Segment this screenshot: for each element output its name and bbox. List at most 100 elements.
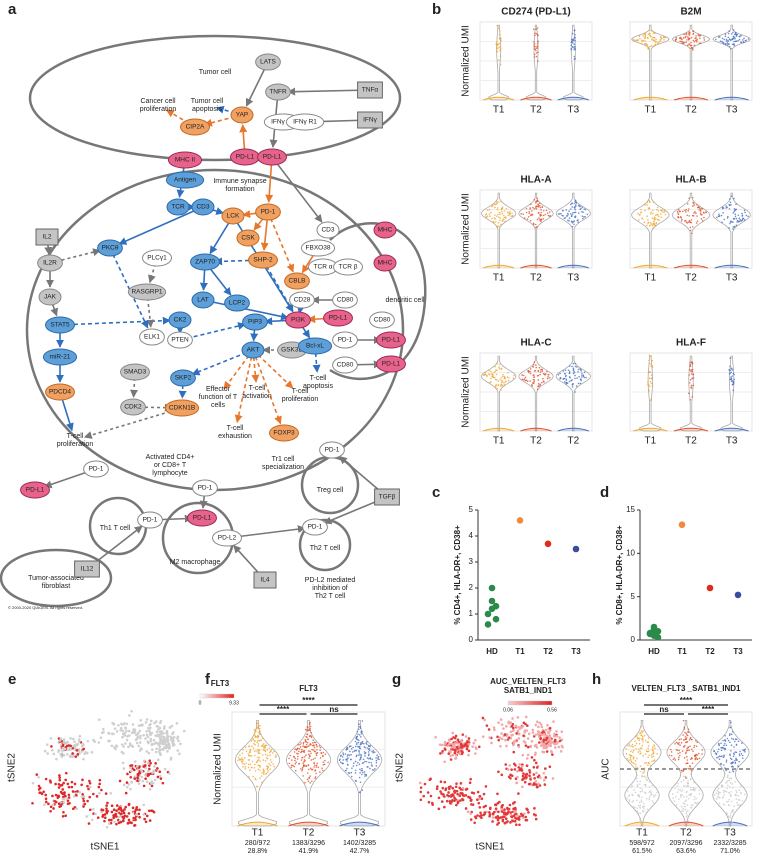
- cell-dot: [536, 785, 539, 789]
- cell-dot: [122, 752, 125, 755]
- cell-dot: [681, 218, 683, 221]
- cell-dot: [526, 745, 530, 749]
- pathway-node-label: PD-1: [325, 447, 340, 454]
- cell-dot: [676, 742, 679, 745]
- pathway-label: Treg cell: [317, 487, 344, 494]
- cell-dot: [299, 743, 301, 746]
- cell-dot: [307, 729, 310, 732]
- cell-dot: [307, 726, 309, 729]
- cell-dot: [675, 741, 678, 744]
- cell-dot: [267, 766, 269, 769]
- cell-dot: [630, 754, 632, 757]
- cell-dot: [372, 750, 375, 752]
- cell-dot: [493, 371, 495, 374]
- cell-dot: [673, 800, 676, 802]
- cell-dot: [297, 755, 299, 758]
- cell-dot: [680, 780, 682, 783]
- cell-dot: [304, 781, 306, 784]
- cell-dot: [533, 380, 536, 383]
- cell-dot: [511, 212, 513, 215]
- cell-dot: [490, 370, 492, 373]
- cell-dot: [728, 198, 731, 200]
- cell-dot: [67, 785, 71, 789]
- cell-dot: [493, 803, 497, 807]
- cell-dot: [149, 726, 152, 730]
- cell-dot: [87, 822, 91, 825]
- cell-dot: [638, 739, 641, 742]
- cell-dot: [154, 750, 158, 754]
- cell-dot: [699, 34, 702, 36]
- cell-dot: [520, 726, 524, 729]
- cell-dot: [687, 731, 690, 733]
- cell-dot: [698, 34, 700, 37]
- cell-dot: [500, 737, 504, 741]
- cell-dot: [176, 749, 180, 752]
- cell-dot: [636, 785, 639, 788]
- data-point: [488, 597, 496, 605]
- pathway-node: [302, 518, 328, 536]
- cell-dot: [720, 742, 722, 744]
- cell-dot: [737, 764, 740, 766]
- cell-dot: [500, 200, 502, 203]
- cell-dot: [303, 746, 306, 748]
- cell-dot: [145, 780, 149, 784]
- pathway-node: [83, 460, 109, 478]
- pathway-node-label: SHP-2: [253, 257, 273, 264]
- percent-label: 41.9%: [299, 848, 319, 855]
- cell-dot: [240, 761, 243, 763]
- cell-dot: [651, 760, 653, 763]
- cell-dot: [53, 799, 56, 803]
- cell-dot: [163, 725, 166, 728]
- x-tick-label: T3: [354, 828, 366, 839]
- cell-dot: [642, 754, 645, 757]
- cell-dot: [733, 43, 735, 45]
- cell-dot: [341, 756, 344, 758]
- cell-dot: [644, 37, 647, 39]
- cell-dot: [745, 214, 748, 217]
- cell-dot: [307, 753, 310, 756]
- cell-dot: [291, 759, 293, 761]
- cell-dot: [514, 777, 518, 781]
- cell-dot: [540, 723, 543, 726]
- cell-dot: [686, 762, 689, 764]
- cell-dot: [691, 205, 694, 207]
- cell-dot: [137, 782, 141, 785]
- cell-dot: [504, 817, 508, 820]
- cell-dot: [125, 738, 129, 742]
- cell-dot: [483, 373, 485, 376]
- cell-dot: [488, 814, 491, 818]
- cell-dot: [693, 796, 696, 798]
- cell-dot: [257, 768, 259, 771]
- cell-dot: [733, 746, 735, 748]
- cell-dot: [355, 749, 358, 752]
- cell-dot: [690, 758, 692, 761]
- x-tick-label: T2: [705, 647, 715, 656]
- cell-dot: [64, 771, 68, 775]
- cell-dot: [693, 204, 696, 206]
- cell-dot: [137, 772, 141, 775]
- cell-dot: [721, 40, 723, 43]
- cell-dot: [572, 362, 575, 365]
- cell-dot: [366, 743, 368, 746]
- cell-dot: [310, 768, 313, 771]
- cell-dot: [686, 776, 688, 779]
- cell-dot: [574, 362, 577, 365]
- cell-dot: [730, 376, 732, 378]
- cell-dot: [491, 820, 494, 823]
- cell-dot: [469, 818, 473, 821]
- cell-dot: [732, 226, 735, 228]
- cell-dot: [261, 772, 263, 774]
- cell-dot: [505, 744, 508, 748]
- cell-dot: [132, 728, 135, 731]
- cell-dot: [496, 47, 498, 49]
- cell-dot: [688, 812, 691, 815]
- cell-dot: [252, 775, 254, 778]
- pathway-node-label: CDKN1B: [169, 405, 195, 412]
- cell-dot: [528, 211, 531, 213]
- cell-dot: [644, 209, 646, 212]
- cell-dot: [529, 380, 531, 382]
- cell-dot: [724, 773, 726, 775]
- cell-dot: [494, 221, 497, 223]
- cell-dot: [361, 767, 363, 770]
- cell-dot: [646, 36, 649, 39]
